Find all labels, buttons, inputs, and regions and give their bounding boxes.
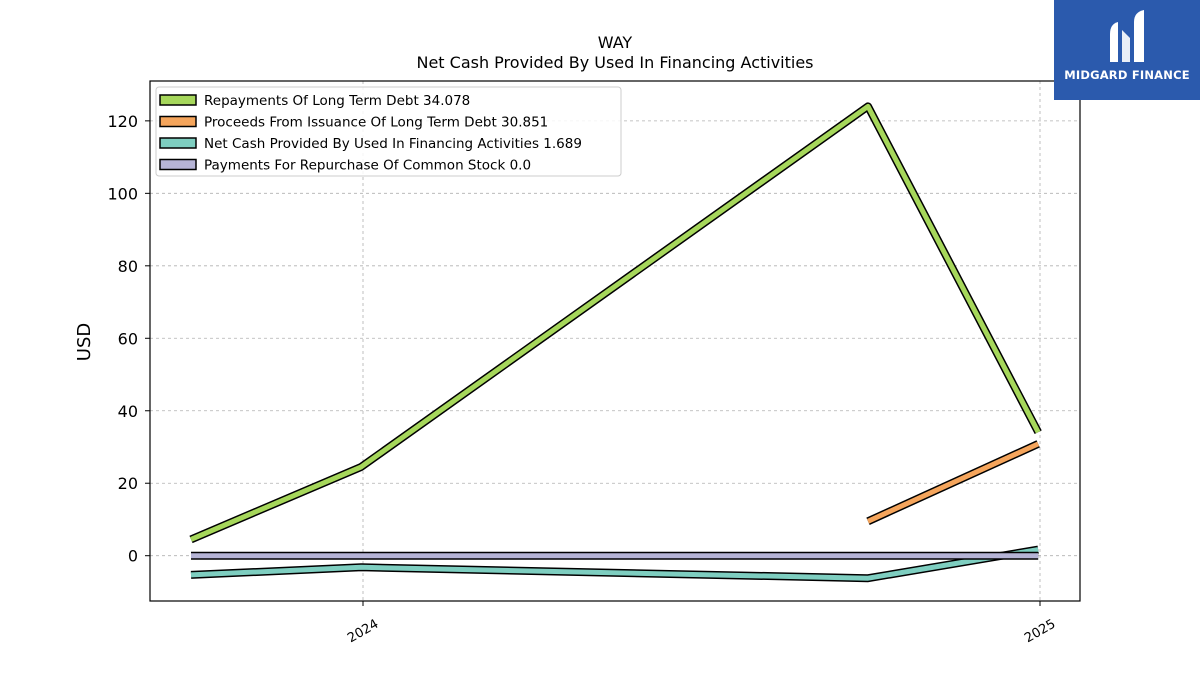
y-tick-label: 120	[107, 112, 138, 131]
series-line	[190, 103, 1041, 542]
x-ticks: 2024 2025	[345, 601, 1058, 646]
x-tick-label: 2024	[345, 617, 381, 647]
y-tick-label: 20	[118, 474, 138, 493]
series-layer	[189, 102, 1042, 583]
chart-subtitle: Net Cash Provided By Used In Financing A…	[416, 53, 813, 72]
y-tick-label: 40	[118, 402, 138, 421]
legend: Repayments Of Long Term Debt 34.078 Proce…	[155, 86, 622, 177]
y-tick-label: 80	[118, 257, 138, 276]
legend-swatch	[159, 158, 197, 171]
legend-swatch	[159, 115, 197, 128]
legend-box	[155, 86, 622, 177]
logo-text: MIDGARD FINANCE	[1064, 68, 1190, 82]
legend-label: Proceeds From Issuance Of Long Term Debt…	[204, 115, 548, 131]
plot-frame	[149, 80, 1081, 602]
y-tick-label: 100	[107, 184, 138, 203]
legend-label: Payments For Repurchase Of Common Stock …	[204, 158, 531, 174]
y-tick-label: 60	[118, 329, 138, 348]
legend-label: Net Cash Provided By Used In Financing A…	[204, 136, 582, 152]
chart-title: WAY	[598, 33, 633, 52]
y-tick-label: 0	[128, 547, 138, 566]
x-tick-label: 2025	[1022, 617, 1058, 647]
logo-mark-icon	[1110, 10, 1144, 62]
y-axis-label: USD	[74, 323, 95, 361]
series-line	[866, 441, 1040, 524]
y-ticks: 0 20 40 60 80 100 120	[107, 112, 150, 566]
series-line	[190, 547, 1039, 581]
brand-logo: MIDGARD FINANCE	[1054, 0, 1200, 100]
legend-swatch	[159, 94, 197, 106]
legend-label: Repayments Of Long Term Debt 34.078	[204, 93, 470, 109]
legend-swatch	[159, 137, 197, 149]
